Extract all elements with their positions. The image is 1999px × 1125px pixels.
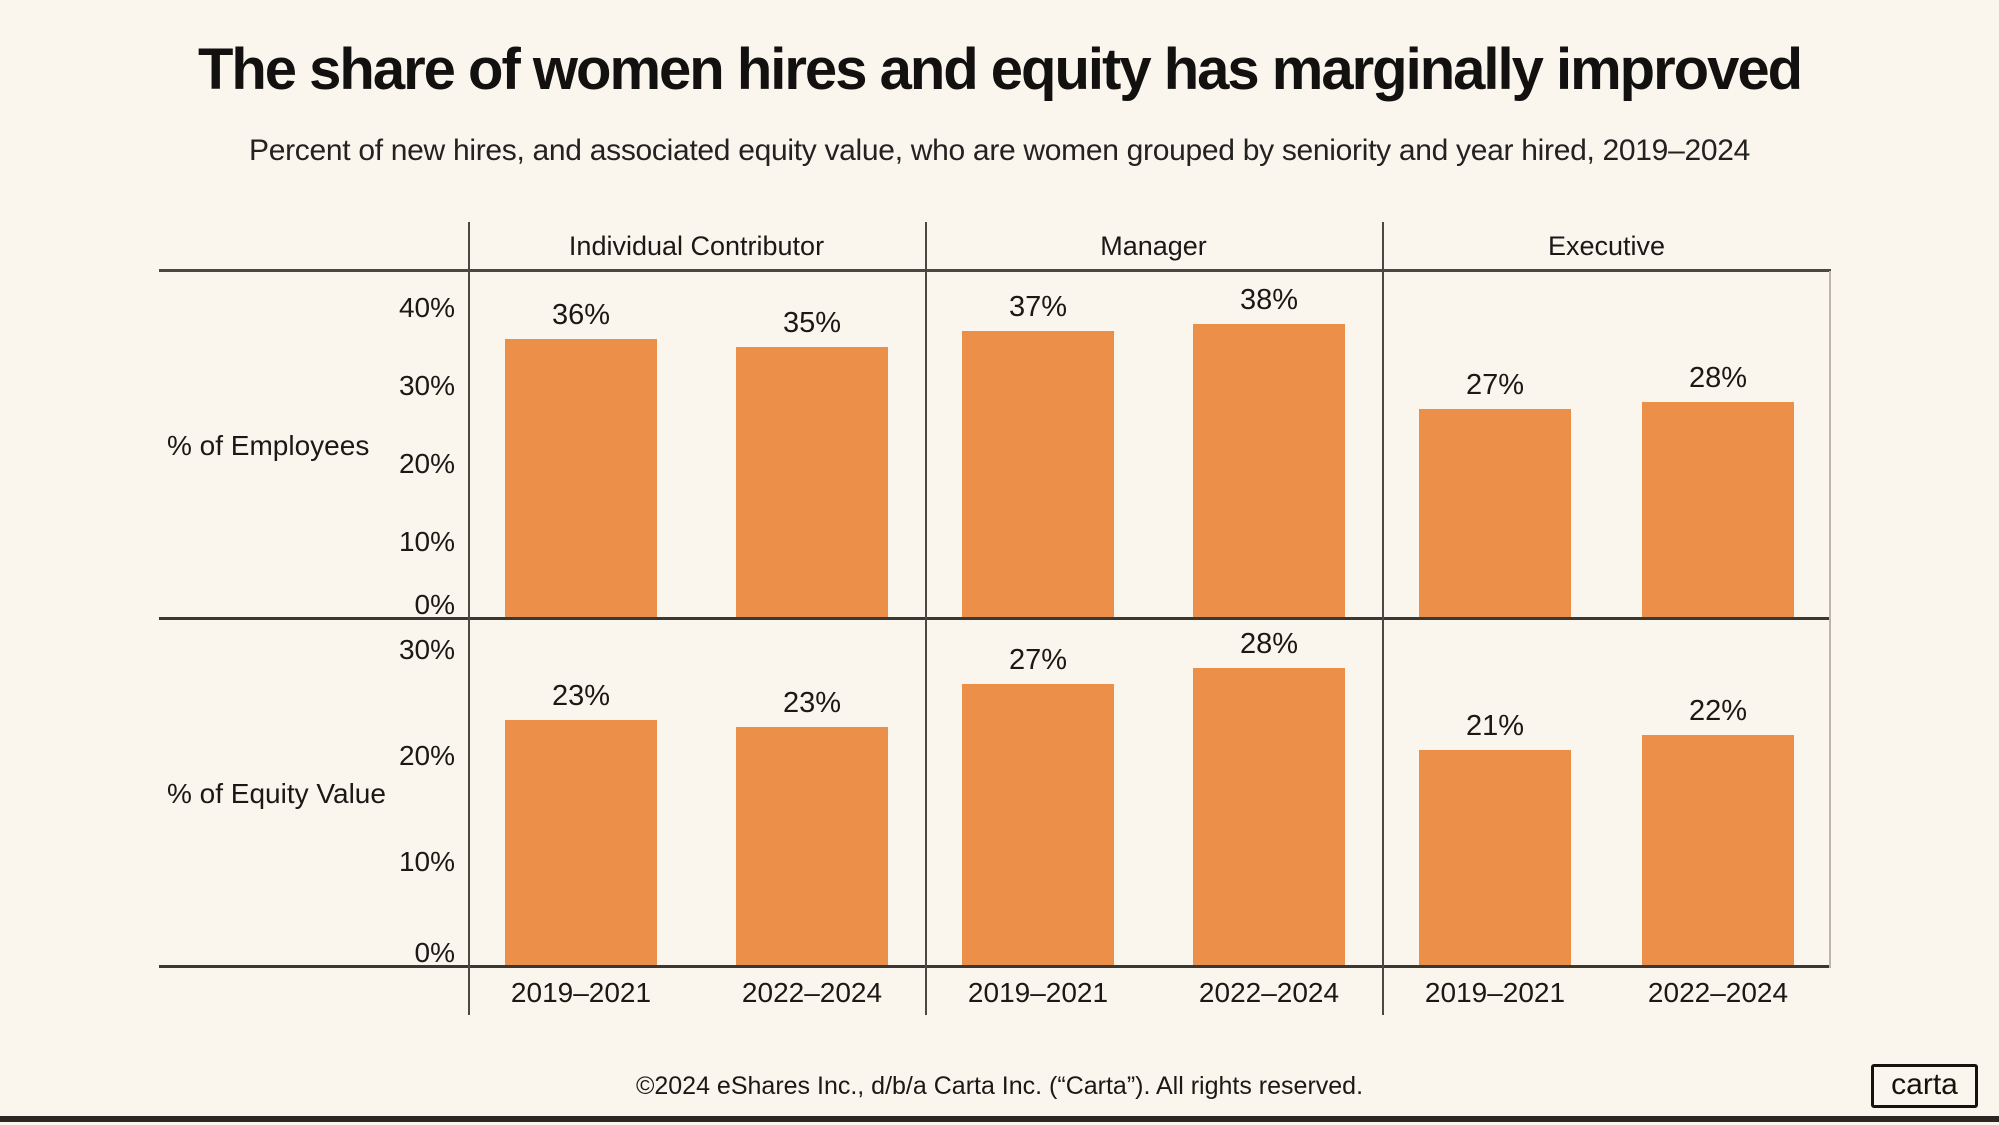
bar-group: 27% 28% bbox=[1382, 271, 1831, 620]
bar bbox=[505, 720, 657, 968]
bar-group: 23% 23% bbox=[468, 620, 925, 968]
bar-wrap: 28% bbox=[1193, 620, 1345, 968]
carta-logo: carta bbox=[1871, 1064, 1978, 1108]
bar-value-label: 38% bbox=[1239, 284, 1299, 316]
column-header: Manager bbox=[1100, 231, 1207, 261]
column-separator-line bbox=[1382, 222, 1384, 1015]
row-label: % of Employees bbox=[167, 429, 370, 461]
bar-value-label: 22% bbox=[1688, 695, 1748, 727]
bar-value-label: 23% bbox=[782, 687, 842, 719]
y-tick-label: 10% bbox=[398, 526, 455, 557]
bar-group: 21% 22% bbox=[1382, 620, 1831, 968]
x-tick-group: 2019–2021 2022–2024 bbox=[1382, 968, 1831, 1015]
chart-right-border bbox=[1829, 271, 1831, 968]
footer-copyright: ©2024 eShares Inc., d/b/a Carta Inc. (“C… bbox=[635, 1072, 1364, 1100]
y-tick-label: 30% bbox=[398, 370, 455, 401]
bar-value-label: 27% bbox=[1008, 644, 1068, 676]
bar bbox=[736, 347, 888, 620]
bar bbox=[1419, 750, 1571, 968]
x-tick-label: 2022–2024 bbox=[1198, 977, 1340, 1008]
x-tick-group: 2019–2021 2022–2024 bbox=[925, 968, 1382, 1015]
bar-wrap: 23% bbox=[505, 620, 657, 968]
y-tick-label: 0% bbox=[414, 937, 455, 968]
x-tick-group: 2019–2021 2022–2024 bbox=[468, 968, 925, 1015]
bar-wrap: 35% bbox=[736, 271, 888, 620]
bar bbox=[1642, 402, 1794, 620]
bar-wrap: 21% bbox=[1419, 620, 1571, 968]
bar-wrap: 22% bbox=[1642, 620, 1794, 968]
bar-value-label: 27% bbox=[1465, 369, 1525, 401]
bar bbox=[1193, 668, 1345, 968]
page-title: The share of women hires and equity has … bbox=[197, 37, 1803, 102]
bar-wrap: 37% bbox=[962, 271, 1114, 620]
bar-wrap: 23% bbox=[736, 620, 888, 968]
bar-wrap: 27% bbox=[1419, 271, 1571, 620]
x-tick-label: 2022–2024 bbox=[1647, 977, 1789, 1008]
bar bbox=[505, 339, 657, 620]
bar bbox=[1642, 735, 1794, 968]
row-label: % of Equity Value bbox=[167, 778, 386, 809]
column-header: Individual Contributor bbox=[568, 231, 825, 261]
bottom-accent-bar bbox=[0, 1116, 1999, 1122]
bar-value-label: 21% bbox=[1465, 710, 1525, 742]
x-tick-label: 2019–2021 bbox=[1424, 977, 1566, 1008]
chart-grid: Individual Contributor Manager Executive % … bbox=[159, 222, 1831, 1015]
column-separator-line bbox=[468, 222, 470, 1015]
bar-wrap: 28% bbox=[1642, 271, 1794, 620]
bar bbox=[962, 684, 1114, 968]
y-tick-label: 0% bbox=[414, 589, 455, 620]
bar-wrap: 36% bbox=[505, 271, 657, 620]
bar bbox=[736, 727, 888, 968]
bar-group: 36% 35% bbox=[468, 271, 925, 620]
bar-value-label: 35% bbox=[782, 307, 842, 339]
bar-value-label: 23% bbox=[551, 680, 611, 712]
row-separator-line bbox=[159, 617, 1831, 620]
y-tick-label: 20% bbox=[398, 740, 455, 771]
bar-value-label: 36% bbox=[551, 299, 611, 331]
bar bbox=[1193, 324, 1345, 620]
bar-wrap: 38% bbox=[1193, 271, 1345, 620]
bar-wrap: 27% bbox=[962, 620, 1114, 968]
y-tick-label: 10% bbox=[398, 846, 455, 877]
bottom-axis-line bbox=[159, 965, 1831, 968]
header-underline bbox=[159, 269, 1831, 272]
bar-group: 27% 28% bbox=[925, 620, 1382, 968]
x-tick-label: 2019–2021 bbox=[510, 977, 652, 1008]
column-separator-line bbox=[925, 222, 927, 1015]
x-tick-label: 2019–2021 bbox=[967, 977, 1109, 1008]
bar-value-label: 28% bbox=[1239, 628, 1299, 660]
y-tick-label: 40% bbox=[398, 292, 455, 323]
x-tick-label: 2022–2024 bbox=[741, 977, 883, 1008]
column-header: Executive bbox=[1547, 231, 1666, 261]
bar-value-label: 37% bbox=[1008, 291, 1068, 323]
y-tick-label: 30% bbox=[398, 634, 455, 665]
bar bbox=[1419, 409, 1571, 620]
bar-group: 37% 38% bbox=[925, 271, 1382, 620]
y-tick-label: 20% bbox=[398, 448, 455, 479]
bar-value-label: 28% bbox=[1688, 362, 1748, 394]
carta-logo-label: carta bbox=[1891, 1067, 1958, 1101]
bar bbox=[962, 331, 1114, 620]
page-subtitle: Percent of new hires, and associated equ… bbox=[249, 134, 1750, 167]
